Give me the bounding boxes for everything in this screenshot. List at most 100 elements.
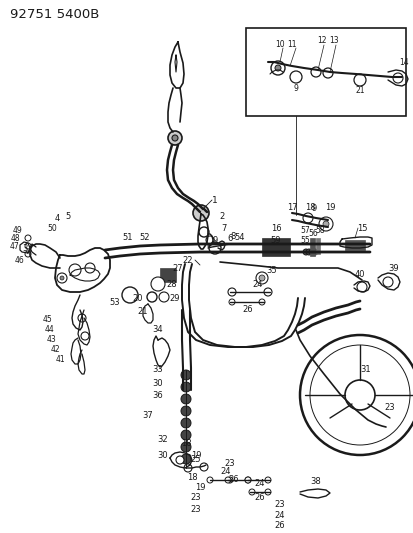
Text: 18: 18	[180, 440, 191, 448]
Text: 1: 1	[211, 196, 217, 205]
Text: 59: 59	[270, 236, 280, 245]
Circle shape	[69, 264, 81, 276]
Text: 23: 23	[384, 403, 394, 413]
Text: 47: 47	[10, 241, 20, 251]
Text: 19: 19	[194, 483, 205, 492]
Circle shape	[25, 243, 31, 249]
Circle shape	[159, 292, 169, 302]
Bar	[245, 28, 405, 116]
Circle shape	[151, 277, 165, 291]
Text: 23: 23	[274, 500, 285, 510]
Text: 5: 5	[65, 212, 71, 221]
Circle shape	[255, 272, 267, 284]
Text: 16: 16	[270, 223, 280, 232]
Circle shape	[302, 213, 312, 223]
Circle shape	[180, 454, 190, 464]
Text: 25: 25	[190, 456, 201, 464]
Text: 4: 4	[54, 214, 59, 222]
Circle shape	[25, 235, 31, 241]
Circle shape	[310, 67, 320, 77]
Text: 26: 26	[228, 475, 239, 484]
Text: 24: 24	[220, 467, 231, 477]
Text: 46: 46	[15, 255, 25, 264]
Text: 2: 2	[219, 212, 224, 221]
Text: 29: 29	[169, 294, 180, 303]
Circle shape	[382, 277, 392, 287]
Text: 22: 22	[182, 255, 193, 264]
Circle shape	[311, 249, 317, 255]
Circle shape	[57, 273, 67, 283]
Circle shape	[244, 477, 250, 483]
Bar	[159, 268, 176, 282]
Text: 40: 40	[354, 270, 364, 279]
Circle shape	[206, 477, 212, 483]
Text: 45: 45	[43, 316, 53, 325]
Circle shape	[228, 299, 235, 305]
Text: 3: 3	[22, 244, 28, 253]
Circle shape	[180, 418, 190, 428]
Circle shape	[263, 288, 271, 296]
Text: 54: 54	[234, 232, 244, 241]
Circle shape	[180, 382, 190, 392]
Circle shape	[122, 287, 138, 303]
Text: 19: 19	[324, 203, 335, 212]
Text: 8: 8	[230, 231, 235, 240]
Circle shape	[259, 275, 264, 281]
Text: 23: 23	[190, 505, 201, 514]
Bar	[309, 238, 314, 256]
Circle shape	[322, 221, 328, 227]
Circle shape	[271, 61, 284, 75]
Text: 51: 51	[122, 232, 133, 241]
Text: 11: 11	[287, 39, 296, 49]
Text: 39: 39	[388, 263, 399, 272]
Circle shape	[180, 370, 190, 380]
Circle shape	[183, 464, 192, 472]
Text: 9: 9	[293, 84, 298, 93]
Text: 36: 36	[152, 391, 163, 400]
Text: 23: 23	[224, 458, 235, 467]
Circle shape	[274, 65, 280, 71]
Text: 53: 53	[109, 297, 120, 306]
Circle shape	[180, 430, 190, 440]
Text: 7: 7	[221, 223, 226, 232]
Text: 31: 31	[360, 366, 370, 375]
Circle shape	[180, 442, 190, 452]
Text: 23: 23	[190, 494, 201, 503]
Circle shape	[60, 276, 64, 280]
Circle shape	[25, 251, 31, 257]
Text: 18: 18	[186, 473, 197, 482]
Circle shape	[180, 394, 190, 404]
Text: 43: 43	[47, 335, 57, 344]
Text: 48: 48	[10, 233, 20, 243]
Circle shape	[147, 292, 157, 302]
Text: 55: 55	[299, 236, 309, 245]
Circle shape	[199, 463, 207, 471]
Circle shape	[244, 477, 250, 483]
Circle shape	[308, 249, 314, 255]
Text: 49: 49	[13, 225, 23, 235]
Bar	[315, 238, 319, 254]
Text: 42: 42	[50, 345, 59, 354]
Circle shape	[180, 406, 190, 416]
Text: 50: 50	[47, 223, 57, 232]
Text: 13: 13	[328, 36, 338, 44]
Circle shape	[302, 249, 308, 255]
Text: 14: 14	[398, 58, 408, 67]
Text: 37: 37	[142, 410, 153, 419]
Text: 58: 58	[314, 225, 324, 235]
Circle shape	[209, 242, 221, 254]
Text: 30: 30	[152, 378, 163, 387]
Circle shape	[392, 73, 402, 83]
Circle shape	[171, 135, 178, 141]
Text: 44: 44	[45, 326, 55, 335]
Circle shape	[344, 380, 374, 410]
Circle shape	[176, 456, 183, 464]
Text: 92751 5400B: 92751 5400B	[10, 8, 99, 21]
Circle shape	[259, 299, 264, 305]
Circle shape	[305, 249, 311, 255]
Circle shape	[322, 68, 332, 78]
Bar	[344, 240, 364, 250]
Text: 10: 10	[275, 39, 284, 49]
Circle shape	[356, 282, 366, 292]
Circle shape	[224, 477, 230, 483]
